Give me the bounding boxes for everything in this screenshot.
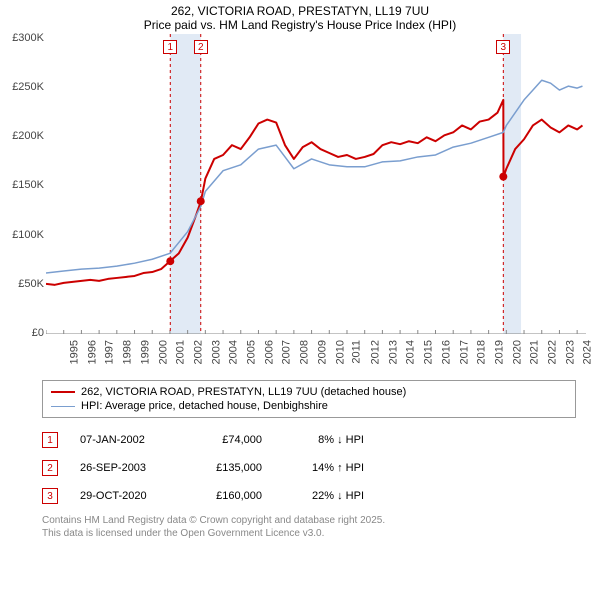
legend-swatch — [51, 406, 75, 407]
event-row: 1 07-JAN-2002 £74,000 8% ↓ HPI — [42, 426, 576, 454]
event-marker: 1 — [42, 432, 58, 448]
event-price: £135,000 — [202, 462, 262, 474]
x-axis-tick-label: 2012 — [369, 340, 381, 364]
chart-event-marker: 3 — [496, 40, 510, 54]
x-axis-tick-label: 2008 — [299, 340, 311, 364]
y-axis-tick-label: £300K — [12, 32, 44, 44]
event-table: 1 07-JAN-2002 £74,000 8% ↓ HPI 2 26-SEP-2003 £… — [42, 426, 576, 510]
event-date: 07-JAN-2002 — [80, 434, 180, 446]
x-axis-tick-label: 2015 — [423, 340, 435, 364]
x-axis-tick-label: 2022 — [547, 340, 559, 364]
event-row: 3 29-OCT-2020 £160,000 22% ↓ HPI — [42, 482, 576, 510]
x-axis-tick-label: 2007 — [281, 340, 293, 364]
event-marker: 3 — [42, 488, 58, 504]
legend-label: HPI: Average price, detached house, Denb… — [81, 400, 328, 412]
legend: 262, VICTORIA ROAD, PRESTATYN, LL19 7UU … — [42, 380, 576, 418]
chart-event-marker: 1 — [163, 40, 177, 54]
x-axis-tick-label: 2000 — [157, 340, 169, 364]
event-diff: 8% ↓ HPI — [284, 434, 364, 446]
x-axis-tick-label: 2018 — [476, 340, 488, 364]
x-axis-tick-label: 2014 — [405, 340, 417, 364]
x-axis-tick-label: 1999 — [139, 340, 151, 364]
event-price: £160,000 — [202, 490, 262, 502]
x-axis-tick-label: 2020 — [511, 340, 523, 364]
x-axis-tick-label: 1997 — [104, 340, 116, 364]
x-axis-tick-label: 2010 — [334, 340, 346, 364]
legend-swatch — [51, 391, 75, 393]
x-axis-tick-label: 2001 — [175, 340, 187, 364]
y-axis-tick-label: £0 — [32, 327, 44, 339]
x-axis-tick-label: 2011 — [351, 340, 363, 364]
series-price_paid — [46, 100, 582, 285]
event-row: 2 26-SEP-2003 £135,000 14% ↑ HPI — [42, 454, 576, 482]
y-axis-tick-label: £100K — [12, 229, 44, 241]
y-axis-tick-label: £200K — [12, 130, 44, 142]
event-diff: 22% ↓ HPI — [284, 490, 364, 502]
y-axis-tick-label: £50K — [18, 278, 44, 290]
chart-title: 262, VICTORIA ROAD, PRESTATYN, LL19 7UU — [0, 4, 600, 18]
x-axis-tick-label: 2024 — [582, 340, 594, 364]
attribution-line: This data is licensed under the Open Gov… — [42, 527, 576, 540]
event-date: 29-OCT-2020 — [80, 490, 180, 502]
x-axis-tick-label: 2005 — [246, 340, 258, 364]
event-date: 26-SEP-2003 — [80, 462, 180, 474]
legend-label: 262, VICTORIA ROAD, PRESTATYN, LL19 7UU … — [81, 386, 406, 398]
x-axis-tick-label: 1995 — [68, 340, 80, 364]
plot-svg — [46, 34, 586, 334]
x-axis-tick-label: 2023 — [564, 340, 576, 364]
x-axis-tick-label: 2004 — [228, 340, 240, 364]
x-axis-tick-label: 1998 — [122, 340, 134, 364]
x-axis-tick-label: 2003 — [210, 340, 222, 364]
x-axis-tick-label: 2009 — [316, 340, 328, 364]
event-diff: 14% ↑ HPI — [284, 462, 364, 474]
y-axis-tick-label: £250K — [12, 81, 44, 93]
x-axis-tick-label: 2002 — [192, 340, 204, 364]
chart-header: 262, VICTORIA ROAD, PRESTATYN, LL19 7UU … — [0, 0, 600, 34]
legend-row: 262, VICTORIA ROAD, PRESTATYN, LL19 7UU … — [51, 385, 567, 399]
chart-event-marker: 2 — [194, 40, 208, 54]
x-axis-tick-label: 2016 — [440, 340, 452, 364]
attribution: Contains HM Land Registry data © Crown c… — [42, 514, 576, 540]
x-axis-tick-label: 2021 — [529, 340, 541, 364]
event-price: £74,000 — [202, 434, 262, 446]
x-axis-tick-label: 2019 — [493, 340, 505, 364]
x-axis-tick-label: 2006 — [263, 340, 275, 364]
chart-area: £0 £50K £100K £150K £200K £250K £300K 1995 1996 1… — [8, 34, 588, 374]
attribution-line: Contains HM Land Registry data © Crown c… — [42, 514, 576, 527]
x-axis-tick-label: 2013 — [387, 340, 399, 364]
chart-subtitle: Price paid vs. HM Land Registry's House … — [0, 18, 600, 32]
legend-row: HPI: Average price, detached house, Denb… — [51, 399, 567, 413]
y-axis-tick-label: £150K — [12, 179, 44, 191]
event-marker: 2 — [42, 460, 58, 476]
x-axis-tick-label: 2017 — [458, 340, 470, 364]
x-axis-tick-label: 1996 — [86, 340, 98, 364]
